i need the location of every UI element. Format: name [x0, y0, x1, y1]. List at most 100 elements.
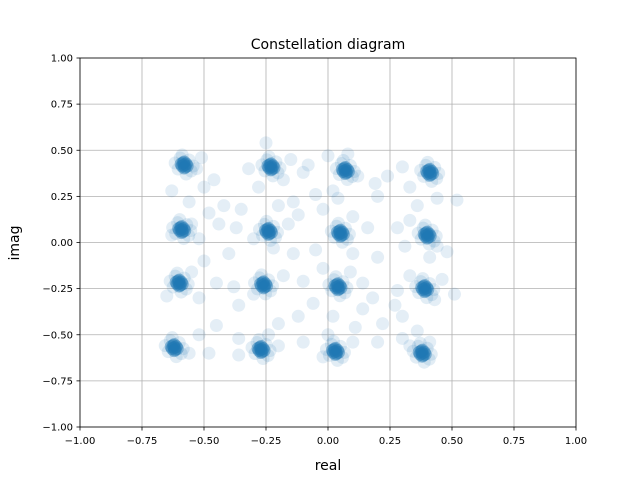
scatter-point [229, 221, 243, 235]
scatter-point [291, 309, 305, 323]
scatter-point [326, 309, 340, 323]
cluster-core-point [164, 340, 178, 354]
cluster-core-point [332, 224, 346, 238]
cluster-halo-point [255, 268, 269, 282]
scatter-point [450, 193, 464, 207]
cluster-halo-point [414, 275, 428, 289]
cluster-core-point [329, 346, 343, 360]
cluster-halo-point [409, 280, 423, 294]
cluster-halo-point [257, 217, 271, 231]
cluster-halo-point [182, 153, 196, 167]
scatter-point [346, 247, 360, 261]
cluster-halo-point [319, 342, 333, 356]
scatter-point [316, 261, 330, 275]
cluster-halo-point [413, 336, 427, 350]
scatter-point [207, 173, 221, 187]
cluster-halo-point [170, 266, 184, 280]
cluster-halo-point [340, 232, 354, 246]
cluster-halo-point [343, 159, 357, 173]
cluster-halo-point [424, 347, 438, 361]
cluster-halo-point [260, 153, 274, 167]
scatter-point [361, 221, 375, 235]
scatter-point [286, 247, 300, 261]
scatter-point [182, 195, 196, 209]
cluster-halo-point [177, 232, 191, 246]
cluster-core-point [328, 279, 342, 293]
cluster-core-point [420, 281, 434, 295]
cluster-halo-point [411, 226, 425, 240]
cluster-core-point [330, 343, 344, 357]
cluster-halo-point [174, 285, 188, 299]
cluster-halo-point [336, 154, 350, 168]
scatter-point [271, 199, 285, 213]
axis-ticks: −1.00 −0.75 −0.50 −0.25 0.00 0.25 0.50 0.75 1.00… [42, 54, 587, 448]
cluster-halo-point [340, 173, 354, 187]
cluster-halo-point [251, 282, 265, 296]
cluster-halo-point [176, 342, 190, 356]
scatter-point [309, 243, 323, 257]
scatter-point [381, 169, 395, 183]
cluster-core-point [327, 342, 341, 356]
cluster-core-point [420, 225, 434, 239]
cluster-halo-point [268, 230, 282, 244]
cluster-core-point [253, 341, 267, 355]
scatter-point [266, 241, 280, 255]
cluster-core-point [177, 155, 191, 169]
cluster-core-point [415, 346, 429, 360]
cluster-halo-point [338, 221, 352, 235]
cluster-core-point [341, 165, 355, 179]
cluster-halo-point [181, 277, 195, 291]
cluster-halo-point [327, 230, 341, 244]
cluster-core-point [266, 159, 280, 173]
cluster-core-point [331, 283, 345, 297]
cluster-core-point [335, 225, 349, 239]
cluster-core-point [174, 275, 188, 289]
x-tick-label: −1.00 [65, 436, 96, 447]
cluster-core-point [267, 161, 281, 175]
cluster-core-point [330, 278, 344, 292]
cluster-halo-point [324, 224, 338, 238]
cluster-halo-point [182, 229, 196, 243]
cluster-core-point [254, 343, 268, 357]
cluster-core-point [325, 343, 339, 357]
cluster-core-point [175, 226, 189, 240]
cluster-core-point [256, 342, 270, 356]
cluster-core-point [423, 165, 437, 179]
cluster-halo-point [168, 156, 182, 170]
scatter-point [351, 169, 365, 183]
scatter-point [316, 350, 330, 364]
cluster-halo-point [263, 233, 277, 247]
cluster-core-point [418, 347, 432, 361]
cluster-core-point [180, 159, 194, 173]
x-tick-label: −0.25 [251, 436, 282, 447]
cluster-core-point [170, 277, 184, 291]
cluster-halo-point [161, 345, 175, 359]
cluster-core-point [264, 225, 278, 239]
cluster-halo-point [259, 338, 273, 352]
scatter-point [259, 136, 273, 150]
cluster-core-point [417, 280, 431, 294]
cluster-core-point [338, 167, 352, 181]
scatter-point [403, 339, 417, 353]
cluster-halo-point [423, 277, 437, 291]
cluster-core-point [173, 278, 187, 292]
cluster-core-point [338, 161, 352, 175]
cluster-core-point [340, 163, 354, 177]
cluster-halo-point [262, 150, 276, 164]
scatter-point [252, 180, 266, 194]
cluster-core-point [255, 345, 269, 359]
cluster-core-point [415, 343, 429, 357]
cluster-core-point [260, 222, 274, 236]
scatter-point [261, 328, 275, 342]
cluster-halo-point [163, 274, 177, 288]
scatter-point [276, 269, 290, 283]
cluster-core-point [252, 344, 266, 358]
cluster-core-point [257, 344, 271, 358]
scatter-point [388, 298, 402, 312]
cluster-halo-point [417, 169, 431, 183]
cluster-halo-point [330, 353, 344, 367]
cluster-core-point [179, 157, 193, 171]
cluster-core-point [257, 278, 271, 292]
cluster-halo-point [173, 151, 187, 165]
scatter-point [368, 176, 382, 190]
